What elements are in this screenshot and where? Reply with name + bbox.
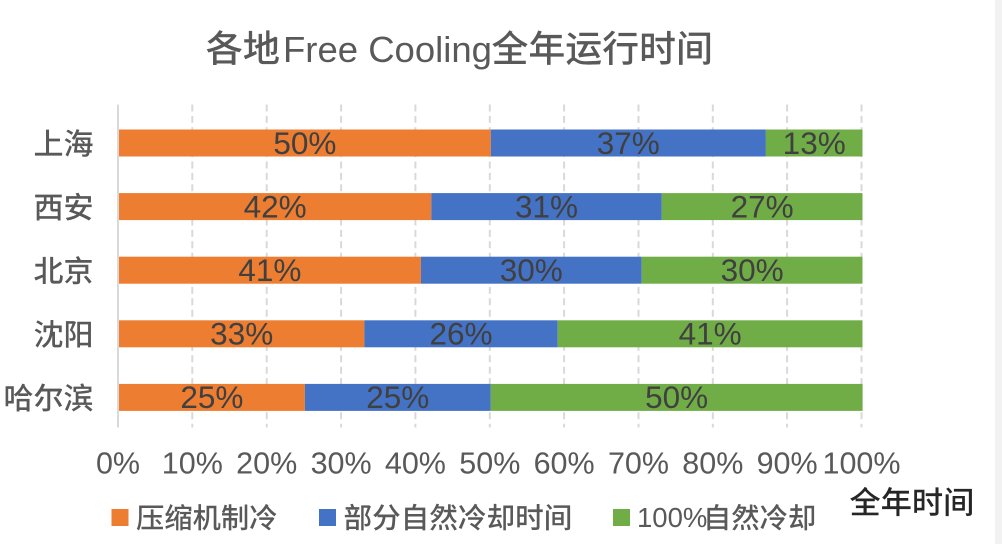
svg-text:50%: 50% — [273, 125, 336, 161]
svg-text:31%: 31% — [515, 188, 578, 224]
svg-text:30%: 30% — [311, 447, 372, 481]
svg-text:50%: 50% — [459, 447, 520, 481]
svg-text:30%: 30% — [721, 252, 784, 288]
svg-text:Free Cooling: Free Cooling — [283, 29, 492, 70]
svg-text:80%: 80% — [682, 447, 743, 481]
svg-text:26%: 26% — [429, 316, 492, 352]
svg-text:10%: 10% — [162, 447, 223, 481]
svg-text:50%: 50% — [645, 379, 708, 415]
svg-text:40%: 40% — [385, 447, 446, 481]
svg-text:13%: 13% — [783, 125, 846, 161]
svg-text:70%: 70% — [608, 447, 669, 481]
svg-text:0%: 0% — [96, 447, 140, 481]
svg-text:25%: 25% — [180, 379, 243, 415]
svg-text:33%: 33% — [210, 316, 273, 352]
svg-text:30%: 30% — [500, 252, 563, 288]
svg-text:25%: 25% — [366, 379, 429, 415]
svg-text:20%: 20% — [236, 447, 297, 481]
svg-text:42%: 42% — [244, 188, 307, 224]
svg-text:100%: 100% — [822, 447, 900, 481]
svg-text:100%: 100% — [637, 502, 707, 533]
svg-text:90%: 90% — [757, 447, 818, 481]
svg-text:41%: 41% — [238, 252, 301, 288]
svg-text:27%: 27% — [731, 188, 794, 224]
svg-text:37%: 37% — [597, 125, 660, 161]
svg-text:41%: 41% — [679, 316, 742, 352]
svg-text:60%: 60% — [534, 447, 595, 481]
